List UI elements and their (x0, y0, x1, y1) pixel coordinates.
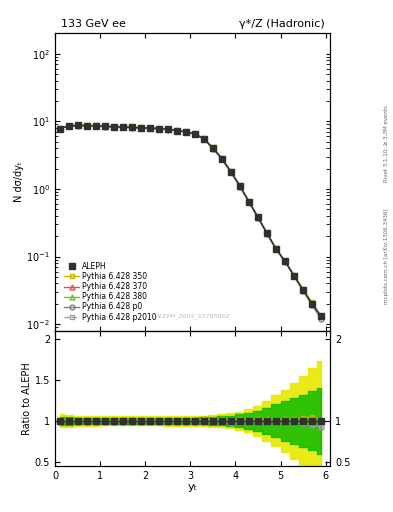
Text: mcplots.cern.ch [arXiv:1306.3436]: mcplots.cern.ch [arXiv:1306.3436] (384, 208, 389, 304)
Text: ALEPH_2004_S5765862: ALEPH_2004_S5765862 (155, 313, 230, 319)
Y-axis label: N dσ/dyₜ: N dσ/dyₜ (13, 162, 24, 202)
Y-axis label: Ratio to ALEPH: Ratio to ALEPH (22, 362, 32, 435)
Legend: ALEPH, Pythia 6.428 350, Pythia 6.428 370, Pythia 6.428 380, Pythia 6.428 p0, Py: ALEPH, Pythia 6.428 350, Pythia 6.428 37… (62, 260, 159, 324)
Text: γ*/Z (Hadronic): γ*/Z (Hadronic) (239, 19, 325, 29)
Text: Rivet 3.1.10; ≥ 3.3M events: Rivet 3.1.10; ≥ 3.3M events (384, 105, 389, 182)
X-axis label: yₜ: yₜ (187, 482, 198, 492)
Text: 133 GeV ee: 133 GeV ee (61, 19, 125, 29)
